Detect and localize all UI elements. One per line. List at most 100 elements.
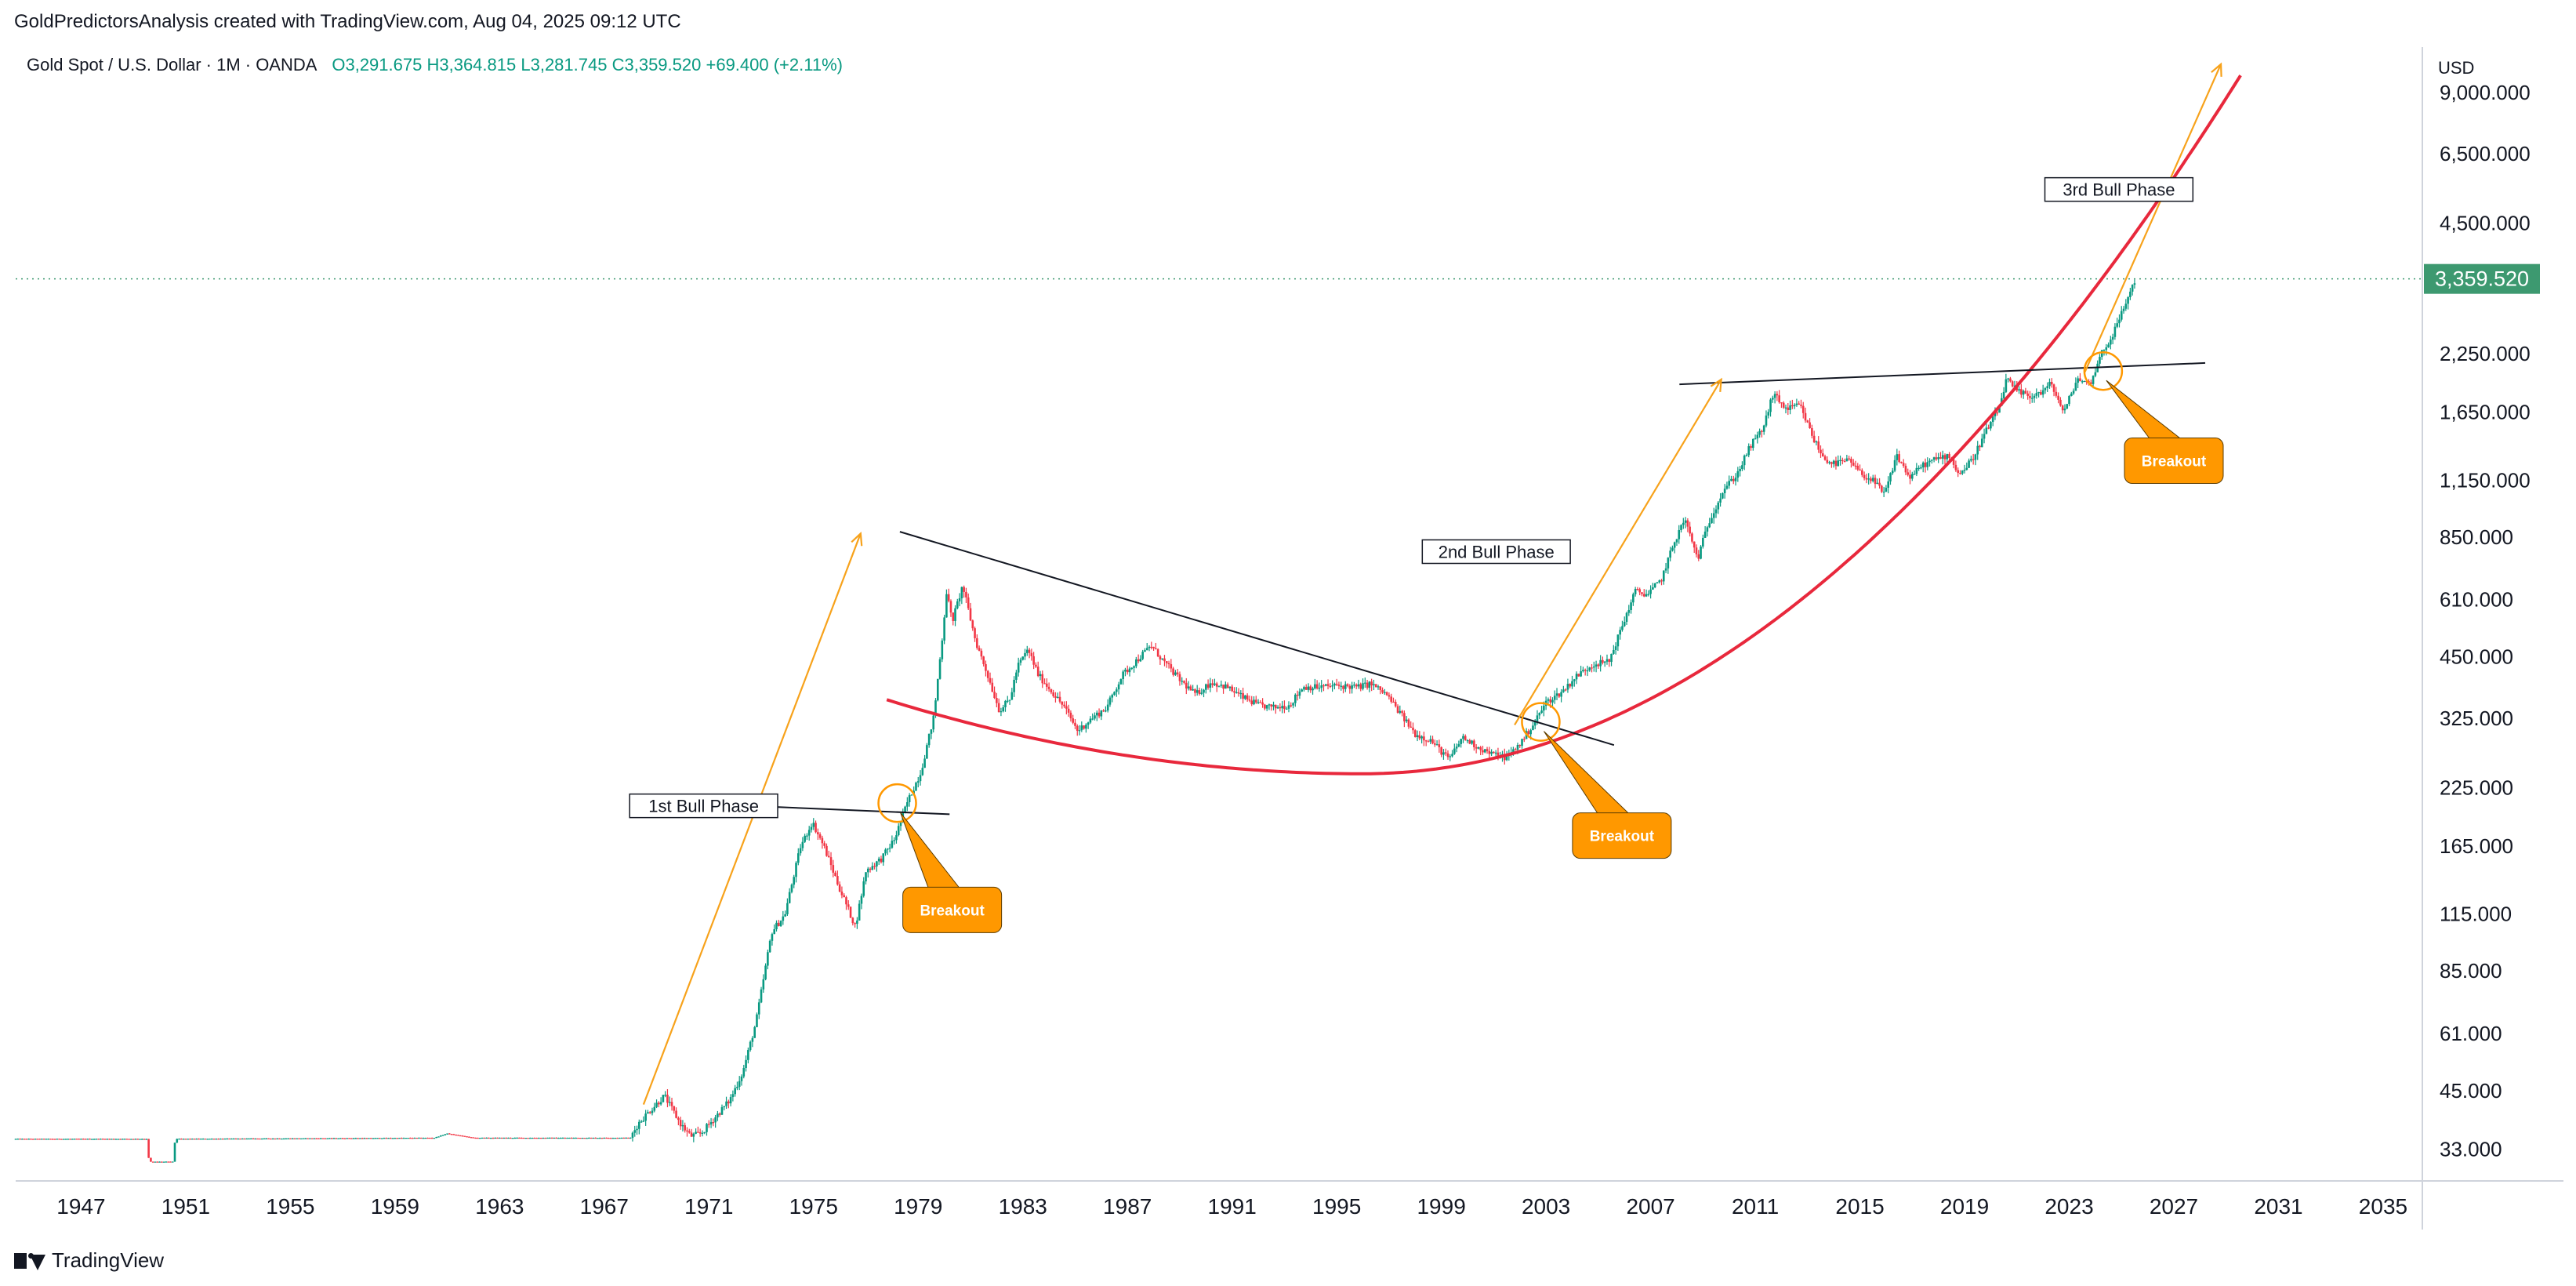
candle-body — [771, 934, 774, 941]
price-axis[interactable]: 9,000.000 6,500.000 4,500.000 2,250.000 1,65… — [2424, 81, 2540, 1161]
candle-body — [801, 841, 804, 848]
candle-body — [2113, 326, 2117, 337]
x-tick-label: 2035 — [2359, 1194, 2407, 1219]
candle-body — [1717, 502, 1720, 510]
candle-body — [1438, 744, 1441, 747]
candle-body — [520, 1137, 523, 1139]
candle-body — [1839, 460, 1841, 461]
candle-body — [1209, 683, 1212, 688]
candle-body — [1678, 529, 1681, 539]
candle-body — [1595, 664, 1598, 667]
candle-body — [439, 1135, 442, 1137]
candle-body — [734, 1088, 736, 1095]
candle-body — [1889, 473, 1892, 481]
candle-body — [882, 853, 885, 863]
candle-body — [1722, 492, 1724, 499]
candle-body — [1420, 736, 1423, 739]
candle-body — [810, 826, 813, 830]
candle-body — [1767, 412, 1770, 416]
candle-body — [2013, 385, 2016, 387]
candle-body — [880, 858, 883, 863]
candle-body — [339, 1138, 342, 1139]
candle-body — [1652, 587, 1654, 590]
candle-body — [472, 1137, 475, 1139]
candle-body — [368, 1138, 370, 1139]
x-tick-label: 1983 — [999, 1194, 1047, 1219]
candle-body — [1970, 459, 1972, 461]
candle-body — [1388, 695, 1391, 697]
candle-body — [583, 1138, 586, 1139]
candle-body — [1591, 667, 1593, 669]
candle-body — [686, 1130, 688, 1132]
candle-body — [505, 1137, 507, 1139]
y-tick-label: 2,250.000 — [2440, 342, 2531, 365]
candle-body — [1772, 398, 1774, 400]
candle-body — [1017, 663, 1020, 673]
candle-body — [1215, 683, 1218, 687]
candle-body — [949, 601, 952, 613]
candle-body — [1765, 415, 1768, 426]
candle-body — [608, 1138, 610, 1139]
candle-body — [1355, 685, 1358, 687]
candle-body — [348, 1138, 350, 1139]
candle-body — [2050, 381, 2053, 385]
candle-body — [1761, 430, 1763, 432]
candle-body — [372, 1138, 375, 1139]
candle-body — [1920, 467, 1922, 469]
x-tick-label: 1991 — [1208, 1194, 1257, 1219]
candle-body — [1695, 547, 1698, 554]
candle-body — [1264, 704, 1266, 709]
candle-body — [2011, 381, 2014, 387]
candle-body — [978, 648, 981, 651]
candle-body — [1046, 683, 1048, 687]
candle-body — [1281, 706, 1283, 709]
candle-body — [836, 876, 839, 885]
candle-body — [481, 1137, 484, 1139]
candle-body — [804, 835, 806, 842]
candle-body — [546, 1137, 549, 1139]
candle-body — [1625, 612, 1628, 623]
candle-body — [825, 845, 828, 856]
candle-body — [1148, 646, 1151, 648]
breakout-label: Breakout — [920, 903, 985, 919]
candle-body — [858, 903, 861, 921]
candle-body — [1152, 646, 1155, 648]
candle-body — [952, 612, 955, 621]
candle-body — [1054, 696, 1057, 698]
candle-body — [723, 1106, 726, 1107]
candle-body — [1000, 711, 1003, 713]
candle-body — [2120, 311, 2123, 320]
candle-body — [1921, 462, 1925, 468]
candle-body — [555, 1137, 557, 1139]
candle-body — [1279, 707, 1282, 709]
candle-body — [1423, 736, 1425, 741]
x-tick-label: 2027 — [2150, 1194, 2198, 1219]
candle-body — [1861, 470, 1863, 475]
candle-body — [422, 1138, 425, 1139]
candle-body — [1446, 753, 1449, 757]
time-axis[interactable]: 1947 1951 1955 1959 1963 1967 1971 1975 1979 1983… — [56, 1194, 2407, 1219]
candle-body — [967, 597, 970, 608]
candle-body — [876, 861, 878, 866]
candle-body — [670, 1102, 673, 1106]
candle-body — [2133, 283, 2136, 285]
candle-body — [1954, 464, 1957, 470]
candle-body — [1370, 681, 1373, 686]
candle-body — [1427, 741, 1430, 743]
candle-body — [1800, 404, 1802, 406]
candle-body — [405, 1138, 408, 1139]
candle-body — [1233, 691, 1235, 693]
candle-body — [1214, 683, 1216, 685]
candle-body — [1597, 664, 1600, 667]
candle-body — [477, 1137, 479, 1139]
phase-label: 2nd Bull Phase — [1439, 542, 1555, 561]
x-tick-label: 1987 — [1103, 1194, 1152, 1219]
candle-body — [1486, 749, 1489, 751]
bull-phase-arrow — [642, 531, 863, 1105]
candle-body — [742, 1068, 746, 1077]
tradingview-branding[interactable]: TradingView — [14, 1248, 164, 1273]
candle-body — [2124, 303, 2128, 309]
low-value: L3,281.745 — [521, 55, 608, 74]
candle-body — [156, 1161, 159, 1163]
